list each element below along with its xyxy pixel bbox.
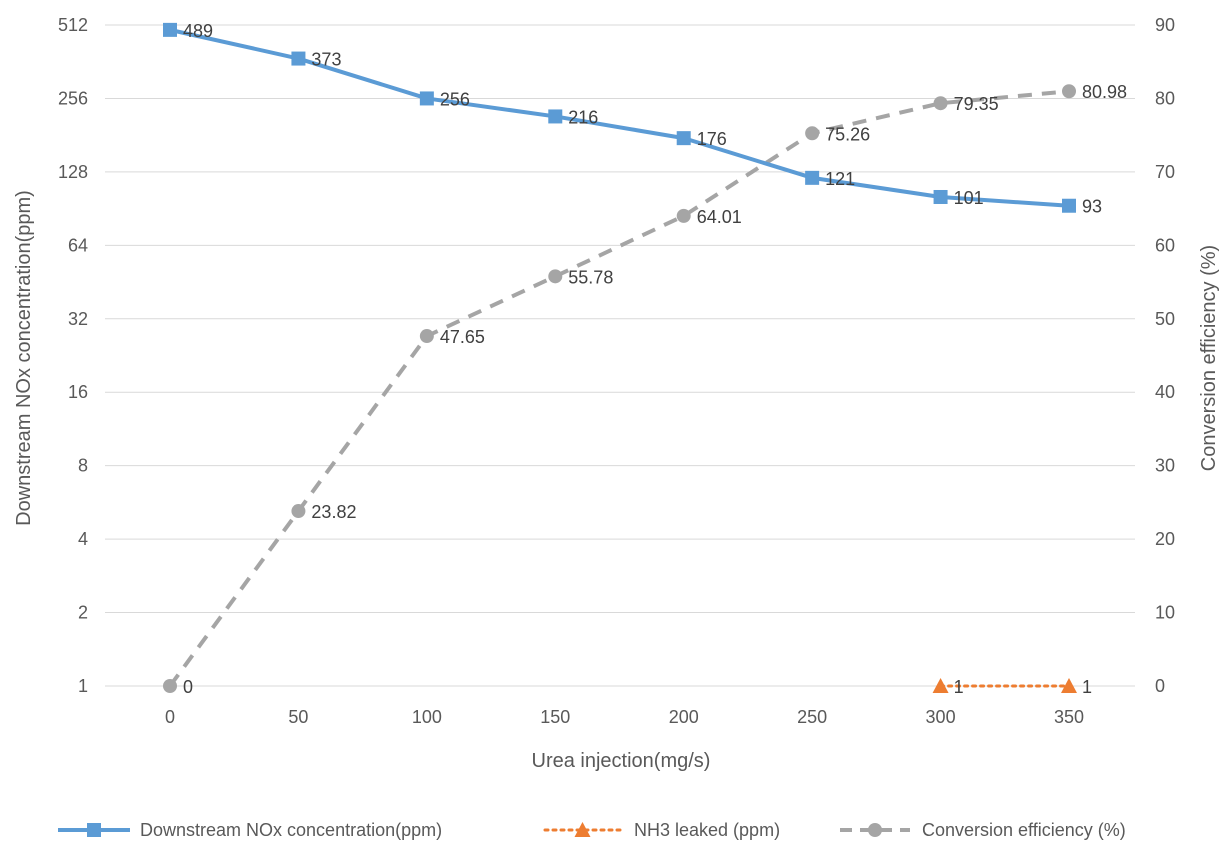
legend: Downstream NOx concentration(ppm) NH3 lea…: [58, 820, 1126, 840]
y2-tick-label: 30: [1155, 456, 1175, 476]
data-label: 55.78: [568, 267, 613, 287]
y-tick-label: 256: [58, 88, 88, 108]
data-point: [933, 96, 948, 111]
x-tick-label: 150: [540, 707, 570, 727]
y2-tick-label: 80: [1155, 88, 1175, 108]
data-label: 75.26: [825, 124, 870, 144]
y-tick-label: 16: [68, 382, 88, 402]
y2-tick-label: 70: [1155, 162, 1175, 182]
data-point: [805, 126, 820, 141]
data-label: 93: [1082, 197, 1102, 217]
data-label: 80.98: [1082, 82, 1127, 102]
data-label: 256: [440, 89, 470, 109]
data-point: [1061, 678, 1077, 693]
data-label: 23.82: [311, 502, 356, 522]
y2-tick-label: 20: [1155, 529, 1175, 549]
data-labels: 0 23.82 47.65 55.78 64.01 75.26 79.35 80.98 489 3…: [183, 21, 1127, 697]
data-point: [163, 679, 177, 693]
data-label: 101: [954, 188, 984, 208]
data-label: 64.01: [697, 207, 742, 227]
data-point: [1062, 84, 1076, 99]
y2-tick-label: 50: [1155, 309, 1175, 329]
y-axis-title: Downstream NOx concentration(ppm): [13, 190, 35, 526]
x-tick-label: 350: [1054, 707, 1084, 727]
x-axis-title: Urea injection(mg/s): [532, 750, 711, 772]
data-label: 0: [183, 677, 193, 697]
data-point: [676, 131, 691, 146]
x-tick-label: 300: [926, 707, 956, 727]
y-tick-label: 4: [78, 529, 88, 549]
data-point: [291, 51, 306, 66]
y-tick-label: 64: [68, 235, 88, 255]
y2-tick-label: 90: [1155, 15, 1175, 35]
data-point: [805, 170, 820, 185]
legend-label: Downstream NOx concentration(ppm): [140, 820, 442, 840]
y2-tick-label: 0: [1155, 676, 1165, 696]
data-label: 373: [311, 50, 341, 70]
y-tick-label: 2: [78, 603, 88, 623]
series-line: [169, 27, 1070, 208]
legend-label: NH3 leaked (ppm): [634, 820, 780, 840]
series-line: [168, 89, 1070, 688]
y-tick-label: 512: [58, 15, 88, 35]
x-tick-label: 200: [669, 707, 699, 727]
data-point: [163, 22, 177, 37]
legend-marker: [868, 823, 882, 837]
data-label: 121: [825, 169, 855, 189]
y-tick-label: 32: [68, 309, 88, 329]
data-point: [419, 91, 434, 106]
left-axis-ticks: 1 2 4 8 16 32 64 128 256 512: [58, 15, 88, 696]
y2-tick-label: 40: [1155, 382, 1175, 402]
data-point: [933, 189, 948, 204]
x-tick-label: 250: [797, 707, 827, 727]
data-point: [291, 504, 306, 519]
gridlines: [105, 24, 1135, 687]
y-tick-label: 128: [58, 162, 88, 182]
data-point: [548, 269, 563, 284]
data-label: 79.35: [954, 94, 999, 114]
data-label: 176: [697, 129, 727, 149]
legend-marker: [87, 823, 101, 837]
right-axis-ticks: 0 10 20 30 40 50 60 70 80 90: [1155, 15, 1175, 696]
data-point: [548, 109, 563, 124]
data-label: 216: [568, 107, 598, 127]
data-label: 1: [954, 677, 964, 697]
x-tick-label: 0: [165, 707, 175, 727]
data-label: 1: [1082, 677, 1092, 697]
y-tick-label: 1: [78, 676, 88, 696]
legend-label: Conversion efficiency (%): [922, 820, 1126, 840]
y2-tick-label: 10: [1155, 603, 1175, 623]
legend-marker: [574, 822, 591, 837]
x-tick-label: 50: [288, 707, 308, 727]
x-tick-label: 100: [412, 707, 442, 727]
data-point: [932, 678, 949, 693]
series-layer: [163, 22, 1077, 693]
data-point: [676, 208, 691, 223]
y2-axis-title: Conversion efficiency (%): [1198, 245, 1220, 471]
y2-tick-label: 60: [1155, 235, 1175, 255]
data-label: 47.65: [440, 327, 485, 347]
data-point: [419, 329, 434, 344]
x-axis-ticks: 0 50 100 150 200 250 300 350: [165, 707, 1084, 727]
y-tick-label: 8: [78, 456, 88, 476]
data-point: [1062, 198, 1076, 213]
data-label: 489: [183, 21, 213, 41]
